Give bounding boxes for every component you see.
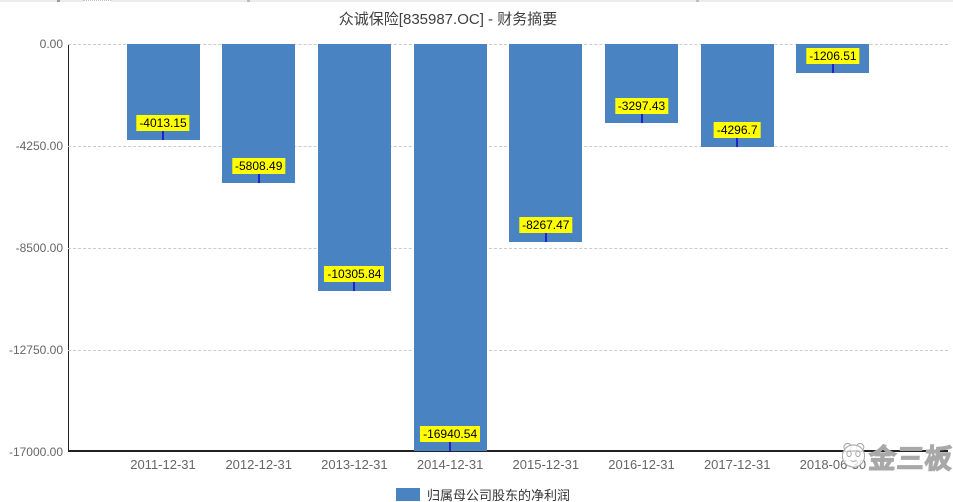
chart-title: 众诚保险[835987.OC] - 财务摘要	[338, 11, 558, 28]
y-axis-label: -4250.00	[15, 139, 63, 153]
bar-value-label: -16940.54	[420, 425, 481, 442]
bar-label-tick	[544, 233, 547, 243]
bar-value-label: -5808.49	[232, 158, 286, 175]
bar-value-label: -4013.15	[136, 115, 190, 132]
x-axis-label: 2018-06-30	[799, 457, 867, 472]
y-axis-label: 0.00	[39, 37, 63, 51]
bar[interactable]	[317, 44, 391, 292]
top-edge-notch	[83, 0, 111, 2]
bar-value-label: -10305.84	[324, 266, 385, 283]
bar[interactable]	[413, 44, 487, 451]
bar-label-tick	[736, 138, 739, 148]
bar-value-label: -1206.51	[806, 47, 860, 64]
bar-label-tick	[162, 131, 164, 141]
gridline	[68, 248, 948, 249]
x-axis-label: 2012-12-31	[225, 457, 292, 472]
x-axis-label: 2013-12-31	[321, 457, 388, 472]
bar-value-label: -3297.43	[614, 98, 669, 115]
top-edge-mark	[247, 0, 250, 2]
top-edge-mark	[696, 0, 699, 2]
x-axis-label: 2017-12-31	[703, 457, 771, 472]
y-axis-label: -8500.00	[15, 241, 63, 255]
top-edge-decoration	[0, 0, 953, 2]
bar-label-tick	[831, 63, 834, 73]
x-axis-label: 2011-12-31	[130, 457, 196, 472]
y-axis-label: -12750.00	[8, 343, 63, 357]
x-axis-label: 2016-12-31	[608, 457, 675, 472]
bar-label-tick	[353, 282, 356, 292]
legend-item[interactable]: 归属母公司股东的净利润	[395, 485, 571, 502]
y-axis-label: -17000.00	[8, 445, 63, 459]
top-edge-mark	[57, 0, 60, 2]
bar-value-label: -8267.47	[519, 217, 573, 234]
gridline	[68, 146, 948, 147]
x-axis-label: 2014-12-31	[416, 457, 484, 472]
gridline	[68, 44, 948, 45]
gridline	[68, 350, 948, 351]
bar-label-tick	[257, 174, 260, 184]
x-axis-label: 2015-12-31	[512, 457, 580, 472]
bar-label-tick	[640, 114, 643, 124]
bar[interactable]	[509, 44, 583, 243]
bar-label-tick	[449, 441, 452, 451]
legend-label: 归属母公司股东的净利润	[426, 488, 571, 502]
legend-swatch	[395, 488, 420, 501]
bar-value-label: -4296.7	[713, 122, 761, 139]
